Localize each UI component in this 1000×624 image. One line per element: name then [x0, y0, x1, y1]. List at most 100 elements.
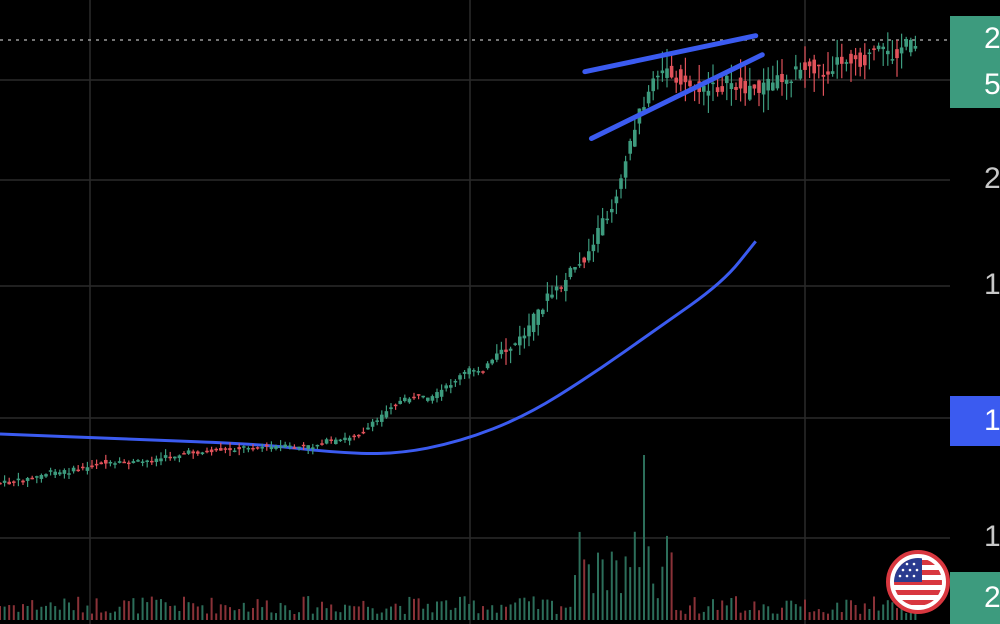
volume-bar [859, 613, 862, 620]
volume-bar [449, 609, 452, 620]
candle-body [44, 474, 48, 477]
us-flag-icon[interactable] [886, 550, 950, 614]
candle-body [573, 267, 577, 270]
wedge-upper-trendline[interactable] [582, 33, 759, 75]
volume-bar [606, 590, 609, 620]
volume-bar [808, 612, 811, 620]
volume-bar [790, 600, 793, 620]
volume-bar [72, 610, 75, 620]
volume-bar [155, 599, 158, 620]
candle-body [752, 84, 757, 89]
candle-body [844, 62, 849, 64]
volume-bar [127, 601, 130, 620]
volume-bar [610, 551, 613, 620]
volume-bar [279, 602, 282, 620]
candle-body [403, 397, 407, 402]
volume-bar [109, 612, 112, 620]
volume-bar [735, 596, 737, 620]
candle-body [237, 447, 241, 450]
volume-bar [440, 601, 443, 620]
price-tag-line-1: 2 [984, 22, 1000, 55]
candle-body [476, 371, 481, 373]
candle-body [679, 69, 683, 85]
candle-body [623, 161, 628, 178]
candle-body [706, 90, 711, 96]
volume-bar [730, 597, 733, 620]
volume-bar [914, 610, 917, 620]
volume-bar [399, 605, 402, 620]
volume-bar [601, 559, 604, 620]
volume-bar [330, 604, 333, 620]
candle-body [610, 208, 614, 213]
candle-body [803, 62, 807, 70]
candle-body [48, 470, 53, 472]
volume-bar [95, 598, 98, 620]
volume-bar [758, 610, 760, 620]
candle-body [329, 439, 333, 441]
volume-bar [206, 613, 208, 620]
volume-bar [620, 593, 622, 620]
volume-bar [265, 600, 268, 620]
volume-bar [574, 575, 576, 620]
candle-body [412, 396, 416, 399]
volume-bar [81, 612, 84, 620]
wedge-lower-trendline[interactable] [588, 52, 765, 141]
candle-body [909, 39, 913, 53]
volume-bar [850, 600, 852, 620]
volume-bar [532, 596, 535, 620]
candle-body [269, 446, 274, 450]
candle-body [384, 411, 389, 418]
volume-bar [339, 612, 342, 620]
volume-bar [141, 597, 144, 620]
volume-bar [624, 556, 627, 620]
candle-body [12, 481, 16, 483]
candle-body [904, 39, 908, 47]
volume-tag: 2 [950, 572, 1000, 624]
volume-bar [495, 612, 498, 620]
volume-bar [541, 599, 544, 620]
candle-body [495, 353, 499, 360]
candle-body [872, 48, 876, 51]
volume-bar [210, 597, 213, 620]
volume-bar [486, 609, 489, 620]
volume-bar [22, 604, 24, 620]
volume-bar [896, 608, 898, 620]
us-flag-icon-graphic [894, 558, 942, 606]
candle-body [292, 447, 297, 449]
candle-body [812, 59, 816, 74]
candle-body [209, 449, 214, 453]
volume-bar [45, 605, 47, 620]
candle-body [7, 481, 11, 485]
grid-lines [0, 0, 950, 624]
candle-body [614, 196, 619, 204]
volume-bar [316, 607, 319, 620]
candle-body [453, 380, 458, 383]
volume-bar [845, 599, 848, 620]
candle-body [324, 439, 329, 444]
volume-bar [0, 606, 1, 620]
candle-body [177, 455, 182, 459]
volume-bar [592, 593, 595, 620]
volume-bar [26, 605, 29, 620]
candle-body [136, 460, 140, 462]
candle-body [853, 55, 858, 60]
candle-body [35, 476, 39, 478]
candle-body [99, 462, 103, 465]
candle-body [596, 227, 600, 244]
volume-bar [390, 606, 392, 620]
y-tick-label-2: 1 [984, 268, 1000, 301]
volume-bar [3, 606, 6, 620]
candle-body [702, 85, 706, 92]
candle-body [255, 447, 260, 449]
candle-body [108, 461, 113, 464]
candle-body [127, 462, 131, 465]
candle-body [807, 61, 812, 67]
volume-bar [689, 605, 691, 620]
volume-bar [509, 604, 512, 620]
volume-bar [813, 611, 816, 620]
volume-bar [146, 602, 149, 620]
candle-body [899, 47, 904, 54]
volume-bar [804, 599, 806, 620]
y-tick-label-1: 2 [984, 162, 1000, 195]
